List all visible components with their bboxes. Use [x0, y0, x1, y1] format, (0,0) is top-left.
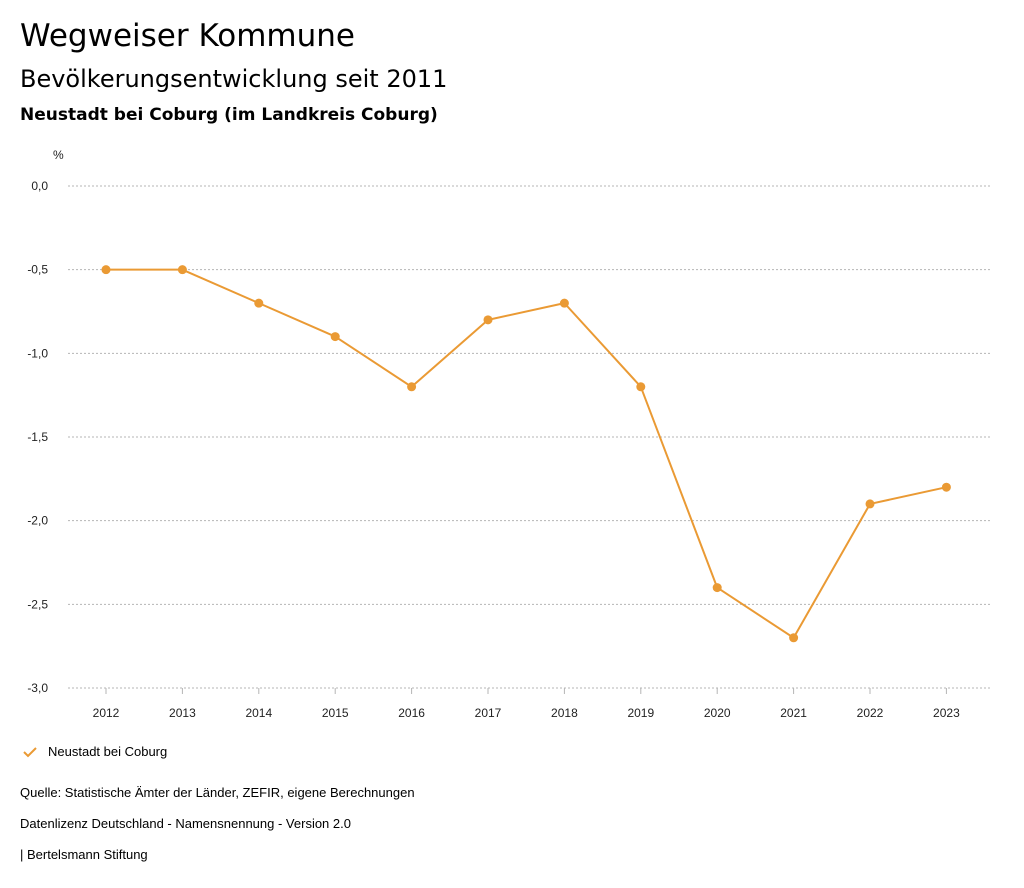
y-tick-label: -3,0: [27, 681, 48, 695]
line-chart: % 0,0 -0,5 -1,0 -1,5 -2,0 -2,5 -3,0 2012 2013 2014…: [27, 148, 990, 720]
data-point: [407, 382, 417, 392]
data-point: [177, 265, 187, 275]
x-tick-label: 2016: [398, 706, 425, 720]
x-tick-label: 2012: [93, 706, 120, 720]
x-tick-label: 2015: [322, 706, 349, 720]
data-point: [865, 499, 875, 509]
publisher-note: | Bertelsmann Stiftung: [20, 847, 148, 862]
y-tick-label: -1,5: [27, 430, 48, 444]
y-tick-label: -0,5: [27, 263, 48, 277]
series-line: [106, 268, 947, 639]
y-tick-label: -1,0: [27, 346, 48, 360]
x-tick-label: 2023: [933, 706, 960, 720]
source-note: Quelle: Statistische Ämter der Länder, Z…: [20, 785, 415, 800]
y-tick-label: 0,0: [31, 179, 48, 193]
y-tick-label: -2,0: [27, 514, 48, 528]
page-title: Wegweiser Kommune: [20, 18, 355, 54]
legend-label: Neustadt bei Coburg: [48, 744, 168, 759]
x-tick-label: 2019: [627, 706, 654, 720]
data-point: [483, 315, 493, 325]
data-point: [559, 298, 569, 308]
data-point: [254, 298, 264, 308]
x-tick-label: 2017: [475, 706, 502, 720]
y-tick-label: -2,5: [27, 597, 48, 611]
data-point: [636, 382, 646, 392]
municipality-name: Neustadt bei Coburg (im Landkreis Coburg…: [20, 105, 438, 125]
check-icon: [23, 746, 37, 757]
chart-subtitle: Bevölkerungsentwicklung seit 2011: [20, 65, 448, 93]
data-point: [789, 633, 799, 643]
data-point: [101, 265, 111, 275]
y-axis-label: %: [53, 148, 64, 162]
license-note: Datenlizenz Deutschland - Namensnennung …: [20, 816, 351, 831]
x-tick-label: 2021: [780, 706, 807, 720]
x-tick-label: 2018: [551, 706, 578, 720]
legend-item[interactable]: Neustadt bei Coburg: [22, 744, 167, 759]
x-tick-label: 2022: [857, 706, 884, 720]
x-tick-label: 2020: [704, 706, 731, 720]
data-point: [941, 482, 951, 492]
x-tick-label: 2013: [169, 706, 196, 720]
data-point: [712, 583, 722, 593]
x-tick-label: 2014: [245, 706, 272, 720]
data-point: [330, 332, 340, 342]
